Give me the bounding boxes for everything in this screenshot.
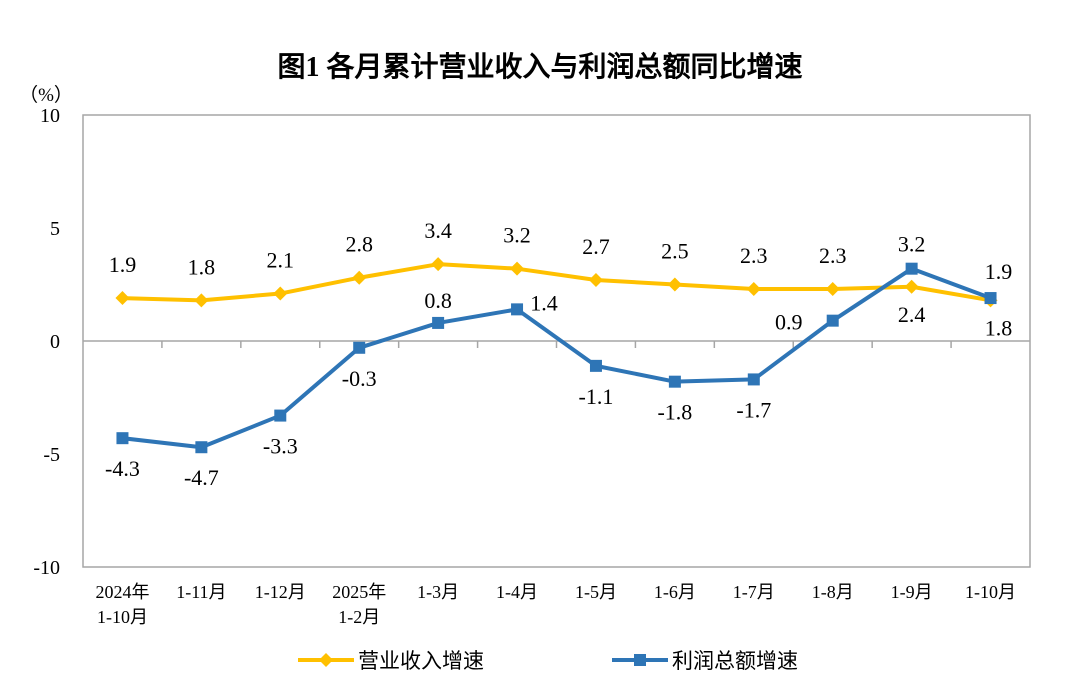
data-point-marker — [825, 282, 840, 297]
y-tick-label: 5 — [50, 218, 60, 240]
series-line — [122, 266, 992, 450]
data-label: 3.4 — [424, 218, 452, 243]
x-tick-label: 1-10月 — [965, 582, 1016, 602]
legend-marker — [634, 654, 646, 666]
x-tick-label: 1-6月 — [654, 582, 696, 602]
data-point-marker — [511, 303, 524, 316]
y-tick-label: 0 — [50, 331, 60, 353]
data-label: 1.9 — [985, 259, 1013, 284]
data-point-marker — [116, 432, 129, 445]
data-label: 2.1 — [267, 248, 295, 273]
legend-label: 营业收入增速 — [358, 649, 484, 673]
data-point-marker — [904, 279, 919, 294]
data-label: -4.3 — [105, 456, 140, 481]
data-label: -1.1 — [579, 384, 614, 409]
data-point-marker — [352, 270, 367, 285]
data-point-marker — [431, 257, 446, 272]
data-label: 0.8 — [424, 288, 452, 313]
x-tick-label: 2025年 — [332, 582, 386, 602]
data-label: 1.8 — [985, 315, 1013, 340]
x-tick-label: 1-2月 — [338, 607, 380, 627]
data-point-marker — [510, 261, 525, 276]
data-point-marker — [115, 291, 130, 306]
x-tick-label: 1-12月 — [255, 582, 306, 602]
data-point-marker — [668, 375, 681, 388]
legend-item: 利润总额增速 — [612, 649, 798, 673]
data-label: 2.5 — [661, 239, 689, 264]
x-tick-label: 1-10月 — [97, 607, 148, 627]
data-point-marker — [826, 314, 839, 327]
data-label: 3.2 — [503, 223, 531, 248]
data-label: -1.7 — [736, 397, 771, 422]
data-point-marker — [984, 292, 997, 305]
legend-item: 营业收入增速 — [298, 649, 484, 673]
x-tick-label: 1-3月 — [417, 582, 459, 602]
data-point-marker — [195, 441, 208, 454]
series-line — [122, 262, 991, 303]
data-point-marker — [194, 293, 209, 308]
data-point-marker — [905, 262, 918, 275]
data-label: 2.8 — [345, 232, 373, 257]
legend-marker — [319, 653, 333, 667]
data-point-marker — [274, 409, 287, 422]
y-tick-label: -10 — [33, 557, 60, 579]
data-label: 1.9 — [109, 252, 137, 277]
data-label: -0.3 — [342, 366, 377, 391]
data-point-marker — [667, 277, 682, 292]
data-label: 2.7 — [582, 234, 610, 259]
data-label: 2.3 — [740, 243, 768, 268]
x-tick-label: 2024年 — [95, 582, 149, 602]
data-label: -4.7 — [184, 465, 219, 490]
data-label: 2.3 — [819, 243, 847, 268]
data-label: -1.8 — [657, 400, 692, 425]
data-label: -3.3 — [263, 434, 298, 459]
data-point-marker — [432, 316, 445, 329]
data-point-marker — [746, 282, 761, 297]
data-label: 3.2 — [898, 232, 926, 257]
x-tick-label: 1-11月 — [176, 582, 226, 602]
x-tick-label: 1-5月 — [575, 582, 617, 602]
data-point-marker — [589, 359, 602, 372]
data-point-marker — [588, 272, 603, 287]
data-label: 2.4 — [898, 302, 926, 327]
x-tick-label: 1-9月 — [891, 582, 933, 602]
data-label: 0.9 — [775, 310, 803, 335]
chart-title: 图1 各月累计营业收入与利润总额同比增速 — [277, 50, 802, 83]
x-tick-label: 1-7月 — [733, 582, 775, 602]
x-tick-label: 1-4月 — [496, 582, 538, 602]
y-tick-label: 10 — [40, 105, 60, 127]
y-axis-unit: （%） — [19, 84, 73, 106]
data-point-marker — [353, 341, 366, 354]
y-tick-label: -5 — [43, 444, 60, 466]
data-label: 1.4 — [530, 290, 558, 315]
legend-label: 利润总额增速 — [672, 649, 798, 673]
data-point-marker — [273, 286, 288, 301]
data-label: 1.8 — [188, 254, 216, 279]
data-point-marker — [747, 373, 760, 386]
x-tick-label: 1-8月 — [812, 582, 854, 602]
